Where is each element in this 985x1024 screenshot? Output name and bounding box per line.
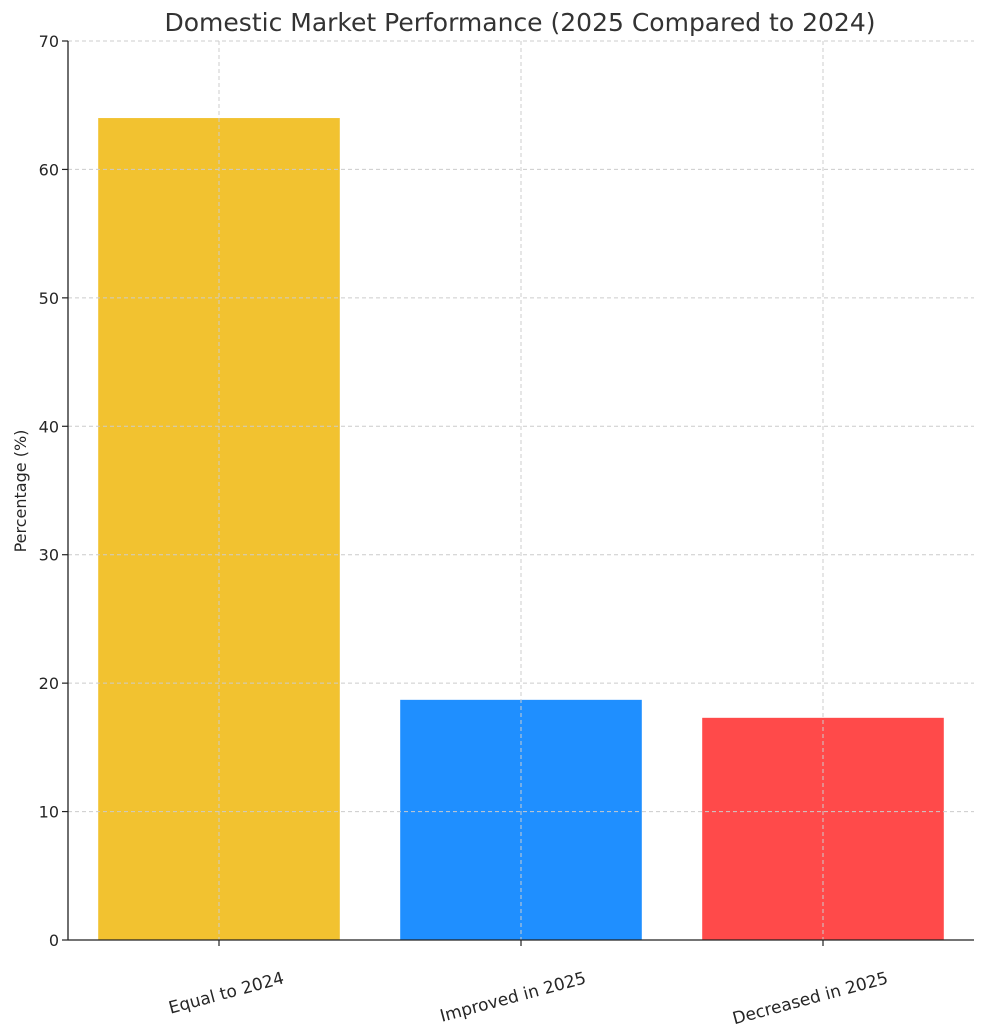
y-tick-label: 0: [49, 931, 59, 950]
y-tick-label: 20: [39, 674, 59, 693]
y-tick-label: 60: [39, 160, 59, 179]
y-tick-label: 40: [39, 417, 59, 436]
axes: [62, 40, 974, 946]
gridlines: [68, 40, 974, 940]
chart-title: Domestic Market Performance (2025 Compar…: [165, 8, 876, 37]
y-axis-label: Percentage (%): [11, 430, 30, 553]
x-tick-label: Equal to 2024: [167, 969, 287, 1019]
y-tick-label: 30: [39, 546, 59, 565]
x-tick-label: Decreased in 2025: [730, 969, 890, 1024]
bar-equal-to-2024: [98, 118, 340, 941]
x-tick-label: Improved in 2025: [438, 969, 588, 1024]
bars: [98, 118, 944, 941]
y-tick-label: 50: [39, 289, 59, 308]
y-tick-label: 10: [39, 803, 59, 822]
y-tick-label: 70: [39, 32, 59, 51]
